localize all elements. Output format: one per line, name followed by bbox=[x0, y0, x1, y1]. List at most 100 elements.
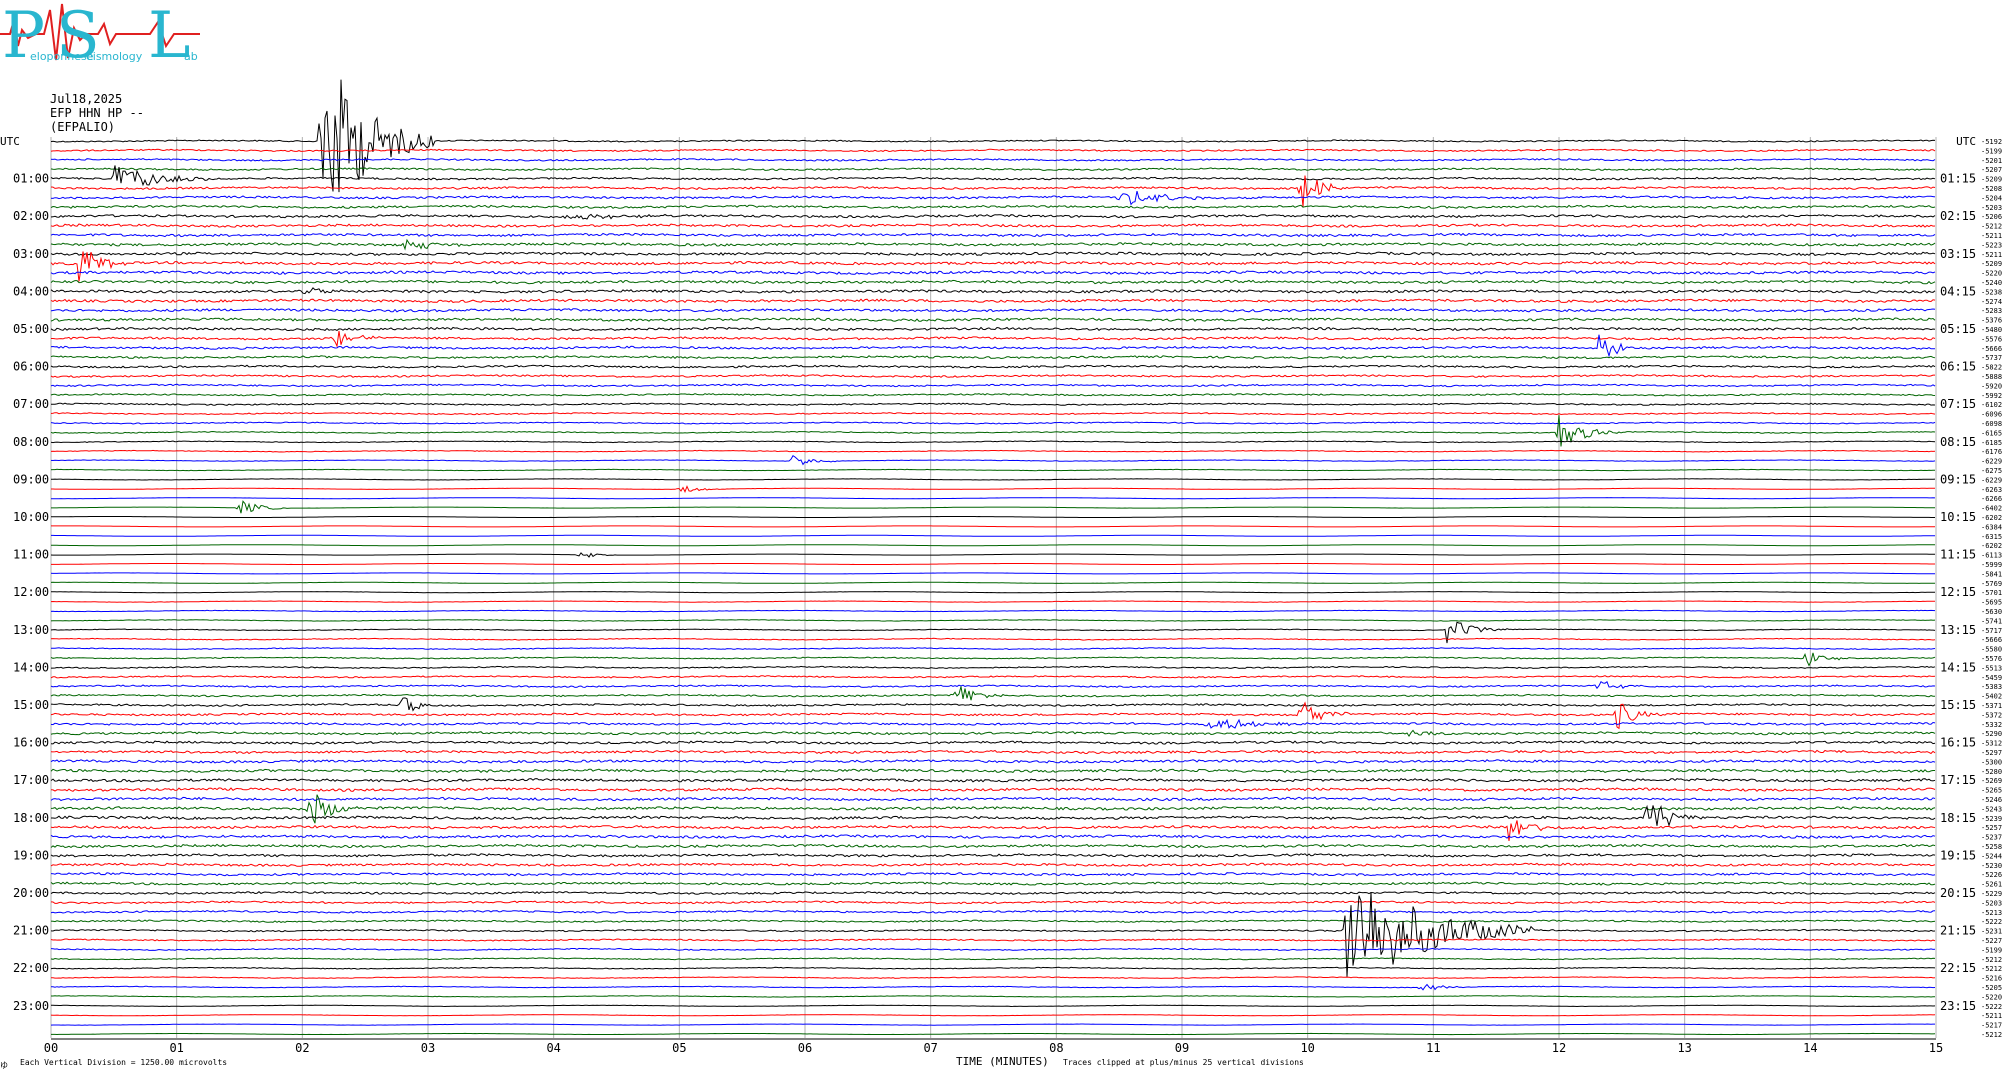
trace-48 bbox=[50, 581, 1936, 584]
hour-label-right: 09:15 bbox=[1940, 472, 1976, 486]
trace-32 bbox=[50, 415, 1936, 447]
x-tick-label: 03 bbox=[421, 1041, 435, 1055]
trace-offset-label: -6202 bbox=[1981, 542, 2002, 550]
trace-offset-label: -5258 bbox=[1981, 843, 2002, 851]
hour-label-left: 23:00 bbox=[13, 999, 49, 1013]
trace-offset-label: -5244 bbox=[1981, 852, 2002, 860]
trace-offset-label: -5992 bbox=[1981, 392, 2002, 400]
trace-37 bbox=[51, 478, 1936, 481]
trace-offset-label: -5580 bbox=[1981, 646, 2002, 654]
trace-10 bbox=[50, 223, 1936, 228]
trace-offset-label: -5209 bbox=[1981, 176, 2002, 184]
x-tick-label: 07 bbox=[923, 1041, 937, 1055]
trace-offset-label: -5265 bbox=[1981, 787, 2002, 795]
trace-offset-label: -5261 bbox=[1981, 881, 2002, 889]
trace-offset-label: -5290 bbox=[1981, 730, 2002, 738]
trace-offset-label: -6263 bbox=[1981, 486, 2002, 494]
trace-offset-label: -5888 bbox=[1981, 373, 2002, 381]
trace-3 bbox=[50, 158, 1936, 162]
trace-82 bbox=[50, 900, 1936, 905]
trace-91 bbox=[51, 983, 1936, 991]
trace-13 bbox=[50, 251, 1936, 257]
x-tick-label: 00 bbox=[44, 1041, 58, 1055]
trace-49 bbox=[51, 591, 1935, 594]
trace-60 bbox=[50, 686, 1936, 701]
trace-offset-label: -5376 bbox=[1981, 317, 2002, 325]
trace-18 bbox=[50, 298, 1936, 304]
trace-6 bbox=[50, 175, 1936, 207]
utc-label-left: UTC bbox=[0, 135, 20, 148]
hour-label-right: 20:15 bbox=[1940, 886, 1976, 900]
trace-offset-label: -6176 bbox=[1981, 448, 2002, 456]
trace-offset-label: -5208 bbox=[1981, 185, 2002, 193]
trace-offset-label: -5238 bbox=[1981, 288, 2002, 296]
trace-72 bbox=[50, 794, 1936, 824]
hour-label-left: 05:00 bbox=[13, 322, 49, 336]
trace-94 bbox=[50, 1014, 1936, 1017]
division-note: Each Vertical Division = 1250.00 microvo… bbox=[20, 1058, 227, 1067]
trace-40 bbox=[51, 500, 1935, 514]
trace-79 bbox=[50, 872, 1936, 877]
trace-50 bbox=[50, 600, 1936, 603]
trace-65 bbox=[50, 740, 1936, 745]
hour-label-left: 14:00 bbox=[13, 660, 49, 674]
logo-word-s: eismology bbox=[86, 50, 143, 63]
trace-87 bbox=[50, 947, 1936, 951]
header-station: (EFPALIO) bbox=[50, 120, 116, 134]
hour-label-left: 22:00 bbox=[13, 961, 49, 975]
trace-offset-label: -5841 bbox=[1981, 570, 2002, 578]
trace-78 bbox=[50, 862, 1936, 867]
trace-15 bbox=[50, 270, 1936, 276]
trace-offset-label: -5297 bbox=[1981, 749, 2002, 757]
hour-label-left: 06:00 bbox=[13, 360, 49, 374]
trace-offset-label: -5237 bbox=[1981, 834, 2002, 842]
hour-label-right: 23:15 bbox=[1940, 999, 1976, 1013]
trace-20 bbox=[50, 317, 1936, 322]
trace-offset-label: -5207 bbox=[1981, 166, 2002, 174]
trace-offset-label: -5220 bbox=[1981, 270, 2002, 278]
trace-offset-label: -5205 bbox=[1981, 984, 2002, 992]
trace-offset-label: -5246 bbox=[1981, 796, 2002, 804]
trace-offset-label: -5229 bbox=[1981, 890, 2002, 898]
trace-41 bbox=[51, 515, 1935, 518]
trace-offset-label: -5199 bbox=[1981, 946, 2002, 954]
trace-offset-label: -5717 bbox=[1981, 627, 2002, 635]
trace-14 bbox=[50, 251, 1936, 282]
psl-logo: P eloponnese S eismology L ab bbox=[0, 0, 200, 78]
x-tick-label: 02 bbox=[295, 1041, 309, 1055]
trace-offset-label: -5206 bbox=[1981, 213, 2002, 221]
hour-label-right: 11:15 bbox=[1940, 548, 1976, 562]
trace-offset-label: -5383 bbox=[1981, 683, 2002, 691]
trace-9 bbox=[50, 213, 1936, 220]
hour-label-left: 03:00 bbox=[13, 247, 49, 261]
x-tick-label: 15 bbox=[1929, 1041, 1943, 1055]
trace-1 bbox=[50, 79, 1936, 193]
trace-offset-label: -5576 bbox=[1981, 335, 2002, 343]
trace-offset-label: -6098 bbox=[1981, 420, 2002, 428]
trace-83 bbox=[50, 909, 1936, 914]
hour-label-right: 10:15 bbox=[1940, 510, 1976, 524]
trace-47 bbox=[50, 572, 1935, 575]
trace-offset-label: -5402 bbox=[1981, 693, 2002, 701]
trace-offset-label: -5576 bbox=[1981, 655, 2002, 663]
trace-2 bbox=[50, 148, 1936, 153]
trace-35 bbox=[50, 454, 1936, 466]
trace-71 bbox=[50, 796, 1936, 802]
hour-label-right: 06:15 bbox=[1940, 360, 1976, 374]
trace-offset-label: -5695 bbox=[1981, 599, 2002, 607]
trace-90 bbox=[51, 976, 1936, 979]
trace-offset-label: -5223 bbox=[1981, 241, 2002, 249]
hour-label-left: 08:00 bbox=[13, 435, 49, 449]
trace-75 bbox=[50, 834, 1936, 839]
logo-letter-p: P bbox=[2, 0, 46, 73]
hour-label-right: 15:15 bbox=[1940, 698, 1976, 712]
x-tick-label: 11 bbox=[1426, 1041, 1440, 1055]
trace-69 bbox=[50, 777, 1936, 783]
trace-offset-label: -5199 bbox=[1981, 147, 2002, 155]
x-tick-label: 14 bbox=[1803, 1041, 1817, 1055]
trace-53 bbox=[50, 621, 1936, 644]
trace-offset-label: -5283 bbox=[1981, 307, 2002, 315]
hour-label-right: 19:15 bbox=[1940, 848, 1976, 862]
trace-offset-label: -6165 bbox=[1981, 429, 2002, 437]
trace-offset-label: -5701 bbox=[1981, 589, 2002, 597]
